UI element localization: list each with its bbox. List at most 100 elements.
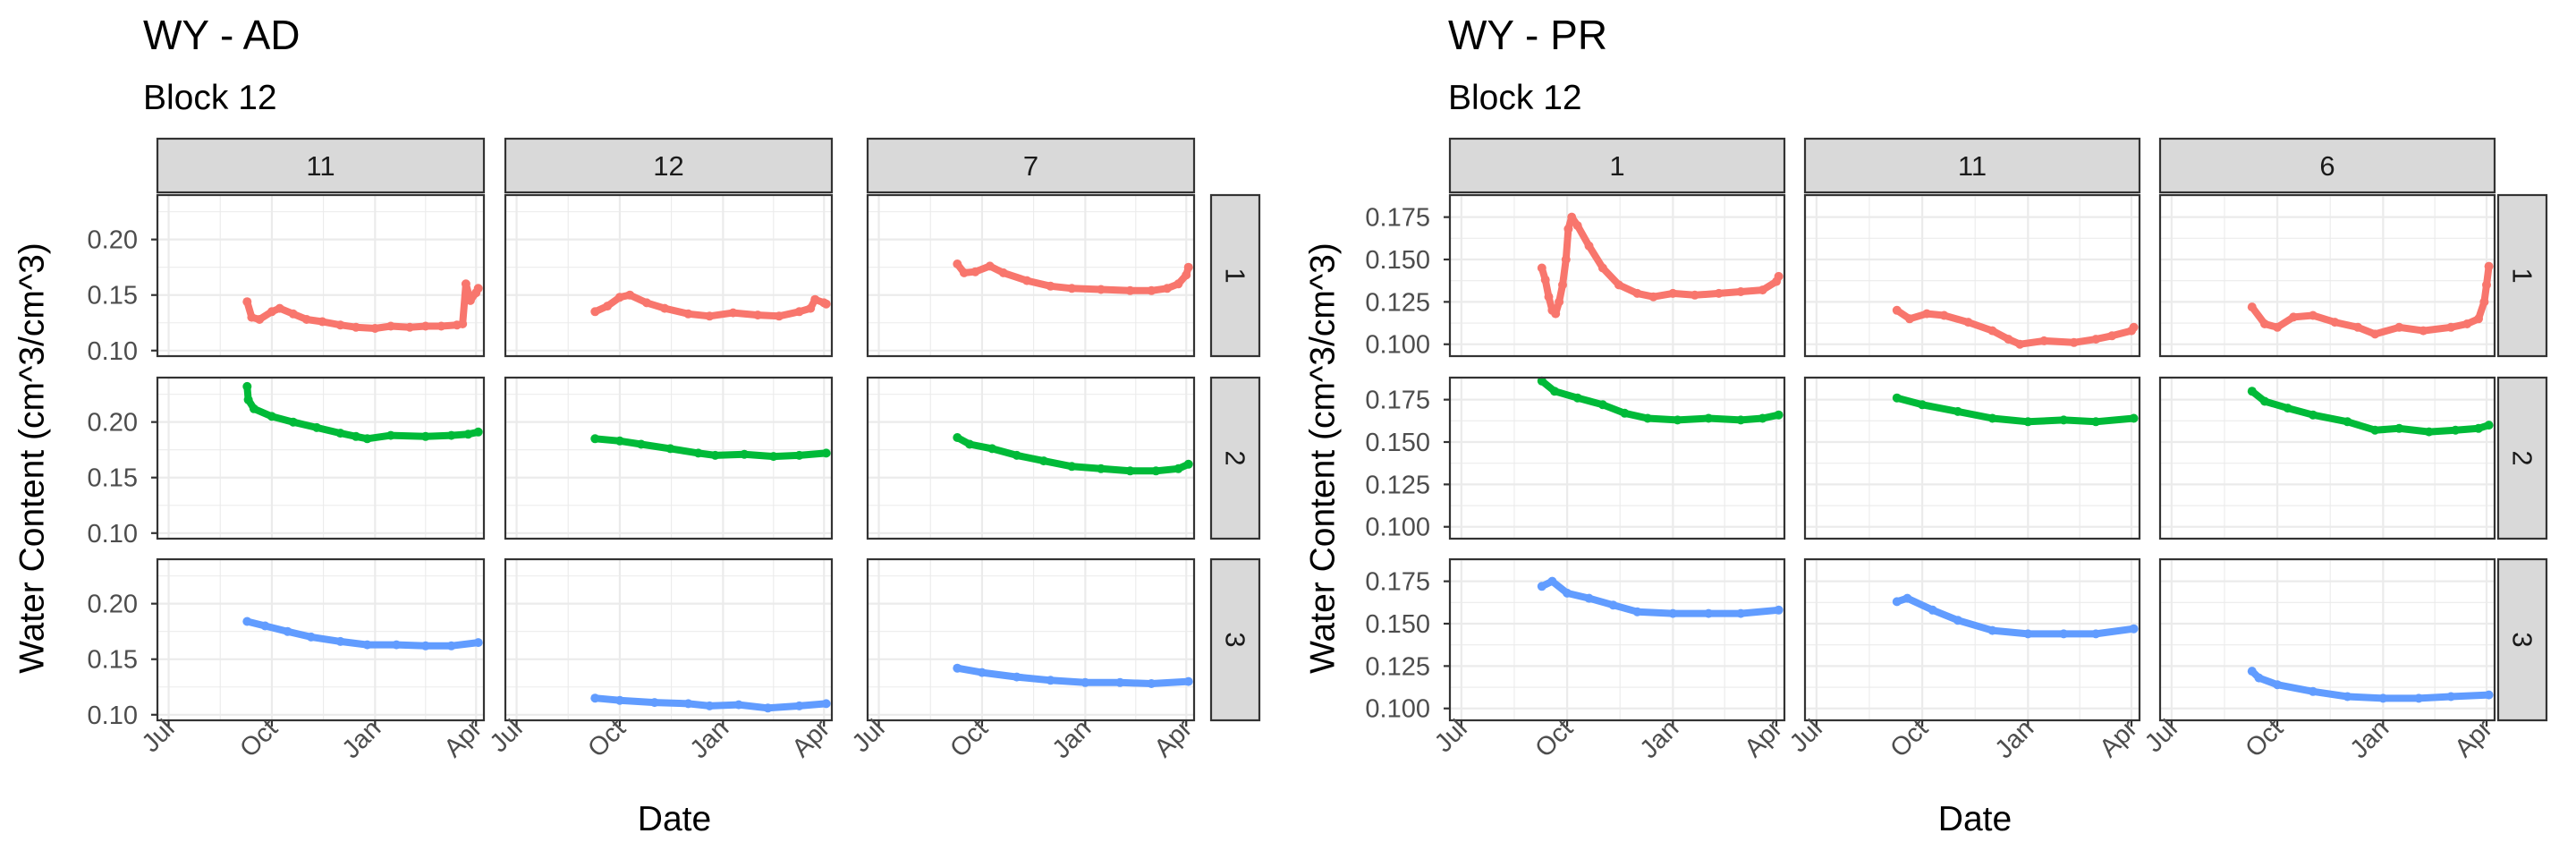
facet-panel: [1448, 193, 1786, 358]
column-strip: [1803, 137, 2141, 194]
y-axis-title: Water Content (cm^3/cm^3): [13, 242, 52, 674]
y-tick-label: 0.20: [88, 409, 138, 438]
data-point: [2283, 404, 2292, 413]
panel-background: [505, 195, 832, 356]
data-point: [2308, 310, 2318, 320]
data-point: [1012, 450, 1021, 460]
data-point: [1953, 616, 1962, 625]
y-tick-label: 0.150: [1365, 610, 1430, 639]
data-point: [2273, 680, 2283, 690]
data-point: [763, 703, 773, 713]
facet-panel: [866, 193, 1196, 358]
panel-border: [156, 557, 486, 722]
panel-background: [1450, 195, 1784, 356]
data-point: [2069, 337, 2079, 347]
y-tick-label: 0.15: [88, 646, 138, 675]
data-point: [1537, 376, 1546, 386]
panel-border: [504, 557, 834, 722]
data-point: [473, 284, 483, 293]
data-point: [965, 439, 975, 449]
x-tick-label: Jan: [2345, 714, 2395, 764]
panel-border: [1803, 376, 2141, 540]
data-point: [705, 311, 715, 321]
x-tick-label: Apr: [1149, 714, 1199, 763]
x-tick-label: Apr: [2449, 714, 2498, 763]
data-point: [1668, 608, 1678, 618]
data-point: [1892, 305, 1902, 315]
row-strip: [2496, 376, 2548, 540]
data-point: [2451, 425, 2461, 435]
data-point: [260, 621, 270, 631]
panel-border: [156, 376, 486, 540]
data-point: [1584, 241, 1594, 251]
data-point: [446, 430, 456, 440]
data-point: [642, 298, 651, 308]
facet-panel: [156, 193, 486, 358]
y-axis-title: Water Content (cm^3/cm^3): [1304, 242, 1343, 674]
data-point: [953, 663, 962, 673]
data-point: [1643, 413, 1653, 423]
data-point: [1892, 393, 1902, 403]
y-tick-label: 0.100: [1365, 331, 1430, 360]
y-tick-label: 0.10: [88, 337, 138, 366]
data-point: [335, 320, 345, 330]
panel-border: [1448, 376, 1786, 540]
data-point: [2129, 624, 2139, 634]
facet-panel: [504, 193, 834, 358]
data-point: [1115, 677, 1125, 687]
data-point: [2260, 319, 2269, 328]
data-point: [2059, 415, 2069, 425]
data-point: [806, 303, 816, 313]
panel-border: [866, 193, 1196, 358]
panel-background: [1805, 559, 2140, 720]
y-tick-label: 0.125: [1365, 288, 1430, 317]
data-point: [2289, 312, 2299, 322]
data-series-line: [591, 291, 830, 320]
panel-border: [2158, 557, 2496, 722]
facet-panel: [2158, 376, 2496, 540]
data-point: [1774, 271, 1784, 281]
data-point: [1540, 275, 1550, 285]
x-tick-label: Jan: [1047, 714, 1097, 764]
data-point: [1758, 413, 1767, 423]
data-point: [420, 641, 430, 651]
data-point: [2039, 336, 2049, 345]
data-point: [2462, 319, 2472, 328]
panel-background: [868, 195, 1194, 356]
y-tick-label: 0.15: [88, 282, 138, 310]
y-tick-label: 0.125: [1365, 471, 1430, 499]
data-point: [1046, 281, 1055, 291]
data-point: [1550, 387, 1559, 396]
data-point: [614, 436, 624, 446]
data-point: [590, 307, 600, 317]
panel-background: [157, 378, 484, 539]
data-point: [1704, 608, 1714, 618]
panel-background: [505, 559, 832, 720]
data-point: [2091, 629, 2101, 639]
row-strip: [2496, 557, 2548, 722]
data-point: [1567, 212, 1577, 222]
data-point: [710, 450, 720, 460]
data-point: [1918, 400, 1928, 410]
data-point: [312, 422, 322, 432]
data-point: [683, 309, 693, 319]
data-point: [2484, 421, 2494, 430]
row-strip-label: 3: [2507, 632, 2538, 647]
data-point: [1632, 607, 1642, 617]
data-point: [420, 431, 430, 441]
data-point: [768, 452, 778, 462]
x-tick-label: Apr: [787, 714, 836, 763]
data-point: [465, 295, 475, 305]
data-point: [1597, 400, 1607, 410]
data-point: [660, 303, 670, 313]
data-point: [1736, 415, 1746, 425]
data-series-line: [953, 664, 1192, 687]
data-point: [590, 434, 600, 444]
facet-panel: [1803, 193, 2141, 358]
row-strip: [1209, 557, 1261, 722]
data-point: [2353, 322, 2363, 332]
x-axis-title: Date: [1938, 800, 2012, 838]
data-point: [249, 404, 258, 413]
data-point: [1183, 676, 1193, 686]
data-point: [1892, 597, 1902, 607]
